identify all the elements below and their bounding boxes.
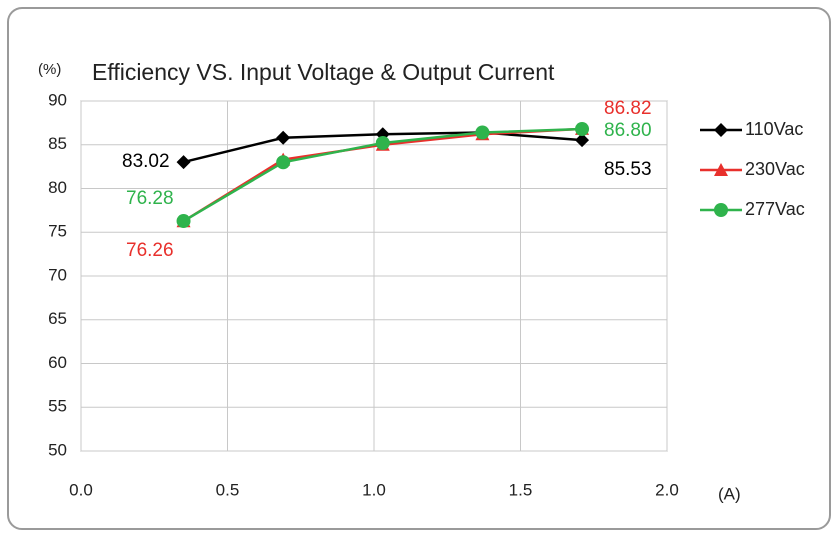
legend-marker [714,203,728,217]
y-tick-label: 50 [48,440,67,459]
y-tick-label: 85 [48,134,67,153]
chart-title: Efficiency VS. Input Voltage & Output Cu… [92,59,555,85]
data-point [375,136,390,150]
data-point [176,214,191,229]
data-point [575,133,590,148]
data-label: 86.80 [604,120,652,141]
x-tick-label: 2.0 [655,480,679,499]
legend-label: 277Vac [745,199,805,219]
x-tick-label: 1.0 [362,480,386,499]
data-point [176,155,191,170]
x-axis-label: (A) [718,484,741,503]
data-label: 86.82 [604,98,652,119]
y-tick-label: 80 [48,178,67,197]
y-axis-label: (%) [38,61,61,78]
data-point [276,130,291,145]
data-label: 76.28 [126,188,174,209]
data-point [276,155,291,170]
legend-marker [714,163,728,176]
y-tick-label: 65 [48,309,67,328]
y-tick-label: 55 [48,397,67,416]
data-label: 83.02 [122,151,170,172]
data-point [575,122,590,136]
data-point [475,125,490,140]
x-tick-label: 0.0 [69,480,93,499]
x-tick-label: 0.5 [216,480,240,499]
legend-label: 230Vac [745,159,805,179]
y-tick-label: 75 [48,222,67,241]
x-tick-label: 1.5 [509,480,533,499]
y-tick-label: 60 [48,353,67,372]
y-tick-label: 70 [48,265,67,284]
data-label: 85.53 [604,159,652,180]
legend-label: 110Vac [745,119,803,139]
y-tick-label: 90 [48,90,67,109]
legend-marker [714,123,728,137]
data-label: 76.26 [126,240,174,261]
